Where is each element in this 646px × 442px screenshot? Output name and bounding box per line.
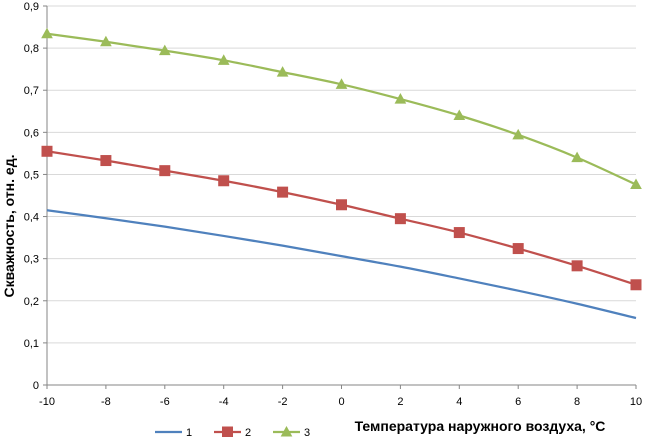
point-marker [571, 260, 583, 272]
y-tick-label: 0,9 [24, 1, 39, 13]
series-line-3 [46, 32, 637, 186]
point-marker [100, 35, 112, 47]
gridlines [47, 5, 636, 344]
point-marker [218, 175, 230, 187]
x-tick-label: 8 [574, 396, 580, 408]
point-marker [453, 227, 465, 239]
x-tick-label: -8 [101, 396, 111, 408]
point-marker [276, 66, 289, 77]
point-marker [159, 165, 171, 177]
legend-label: 2 [245, 427, 251, 437]
point-marker [394, 213, 406, 225]
point-marker [571, 151, 583, 163]
y-tick-label: 0,8 [24, 43, 39, 55]
series-2 [41, 145, 642, 291]
x-tick-label: 4 [456, 396, 462, 408]
series-line-2 [46, 150, 637, 286]
y-tick-label: 0 [33, 380, 39, 392]
x-tick-label: -4 [219, 396, 229, 408]
point-marker [100, 155, 112, 167]
y-tick-label: 0,6 [24, 127, 39, 139]
x-tick-label: 6 [515, 396, 521, 408]
point-marker [280, 425, 293, 437]
point-marker [394, 93, 407, 104]
y-tick-label: 0,4 [24, 212, 39, 224]
point-marker [217, 54, 230, 65]
y-tick-label: 0,3 [24, 254, 39, 266]
point-marker [630, 178, 642, 190]
point-marker [158, 44, 171, 56]
axes [43, 5, 637, 389]
legend-label: 1 [186, 427, 192, 437]
legend-item-3: 3 [273, 425, 310, 439]
y-tick-label: 0,5 [24, 169, 39, 181]
x-tick-label: 0 [338, 396, 344, 408]
point-marker [222, 426, 233, 438]
point-marker [630, 279, 642, 291]
x-tick-label: -10 [39, 396, 55, 408]
x-tick-label: 2 [397, 396, 403, 408]
y-tick-label: 0,1 [24, 338, 39, 350]
point-marker [336, 199, 347, 211]
point-marker [41, 145, 53, 157]
y-axis-title: Скважность, отн. ед. [1, 155, 17, 298]
point-marker [277, 186, 289, 198]
series-1 [46, 209, 637, 320]
point-marker [335, 78, 348, 89]
series-group [41, 27, 642, 320]
point-marker [512, 243, 524, 255]
legend-label: 3 [304, 427, 310, 437]
x-tick-label: -6 [160, 396, 170, 408]
legend-item-2: 2 [214, 426, 251, 439]
legend-item-1: 1 [155, 427, 192, 439]
y-tick-label: 0,2 [24, 296, 39, 308]
x-tick-label: 10 [630, 396, 642, 408]
series-line-1 [46, 209, 637, 320]
y-tick-label: 0,7 [24, 85, 39, 97]
tick-labels: 0 0,1 0,2 0,3 0,4 0,5 0,6 0,7 0,8 0,9 -10 -8 -6 -4 -2 0… [24, 1, 642, 408]
x-tick-label: -2 [278, 396, 288, 408]
point-marker [41, 27, 53, 39]
point-marker [453, 109, 466, 120]
x-axis-title: Температура наружного воздуха, °C [355, 418, 606, 434]
legend: 1 2 3 [155, 425, 310, 439]
series-3 [41, 27, 642, 190]
point-marker [512, 128, 525, 140]
